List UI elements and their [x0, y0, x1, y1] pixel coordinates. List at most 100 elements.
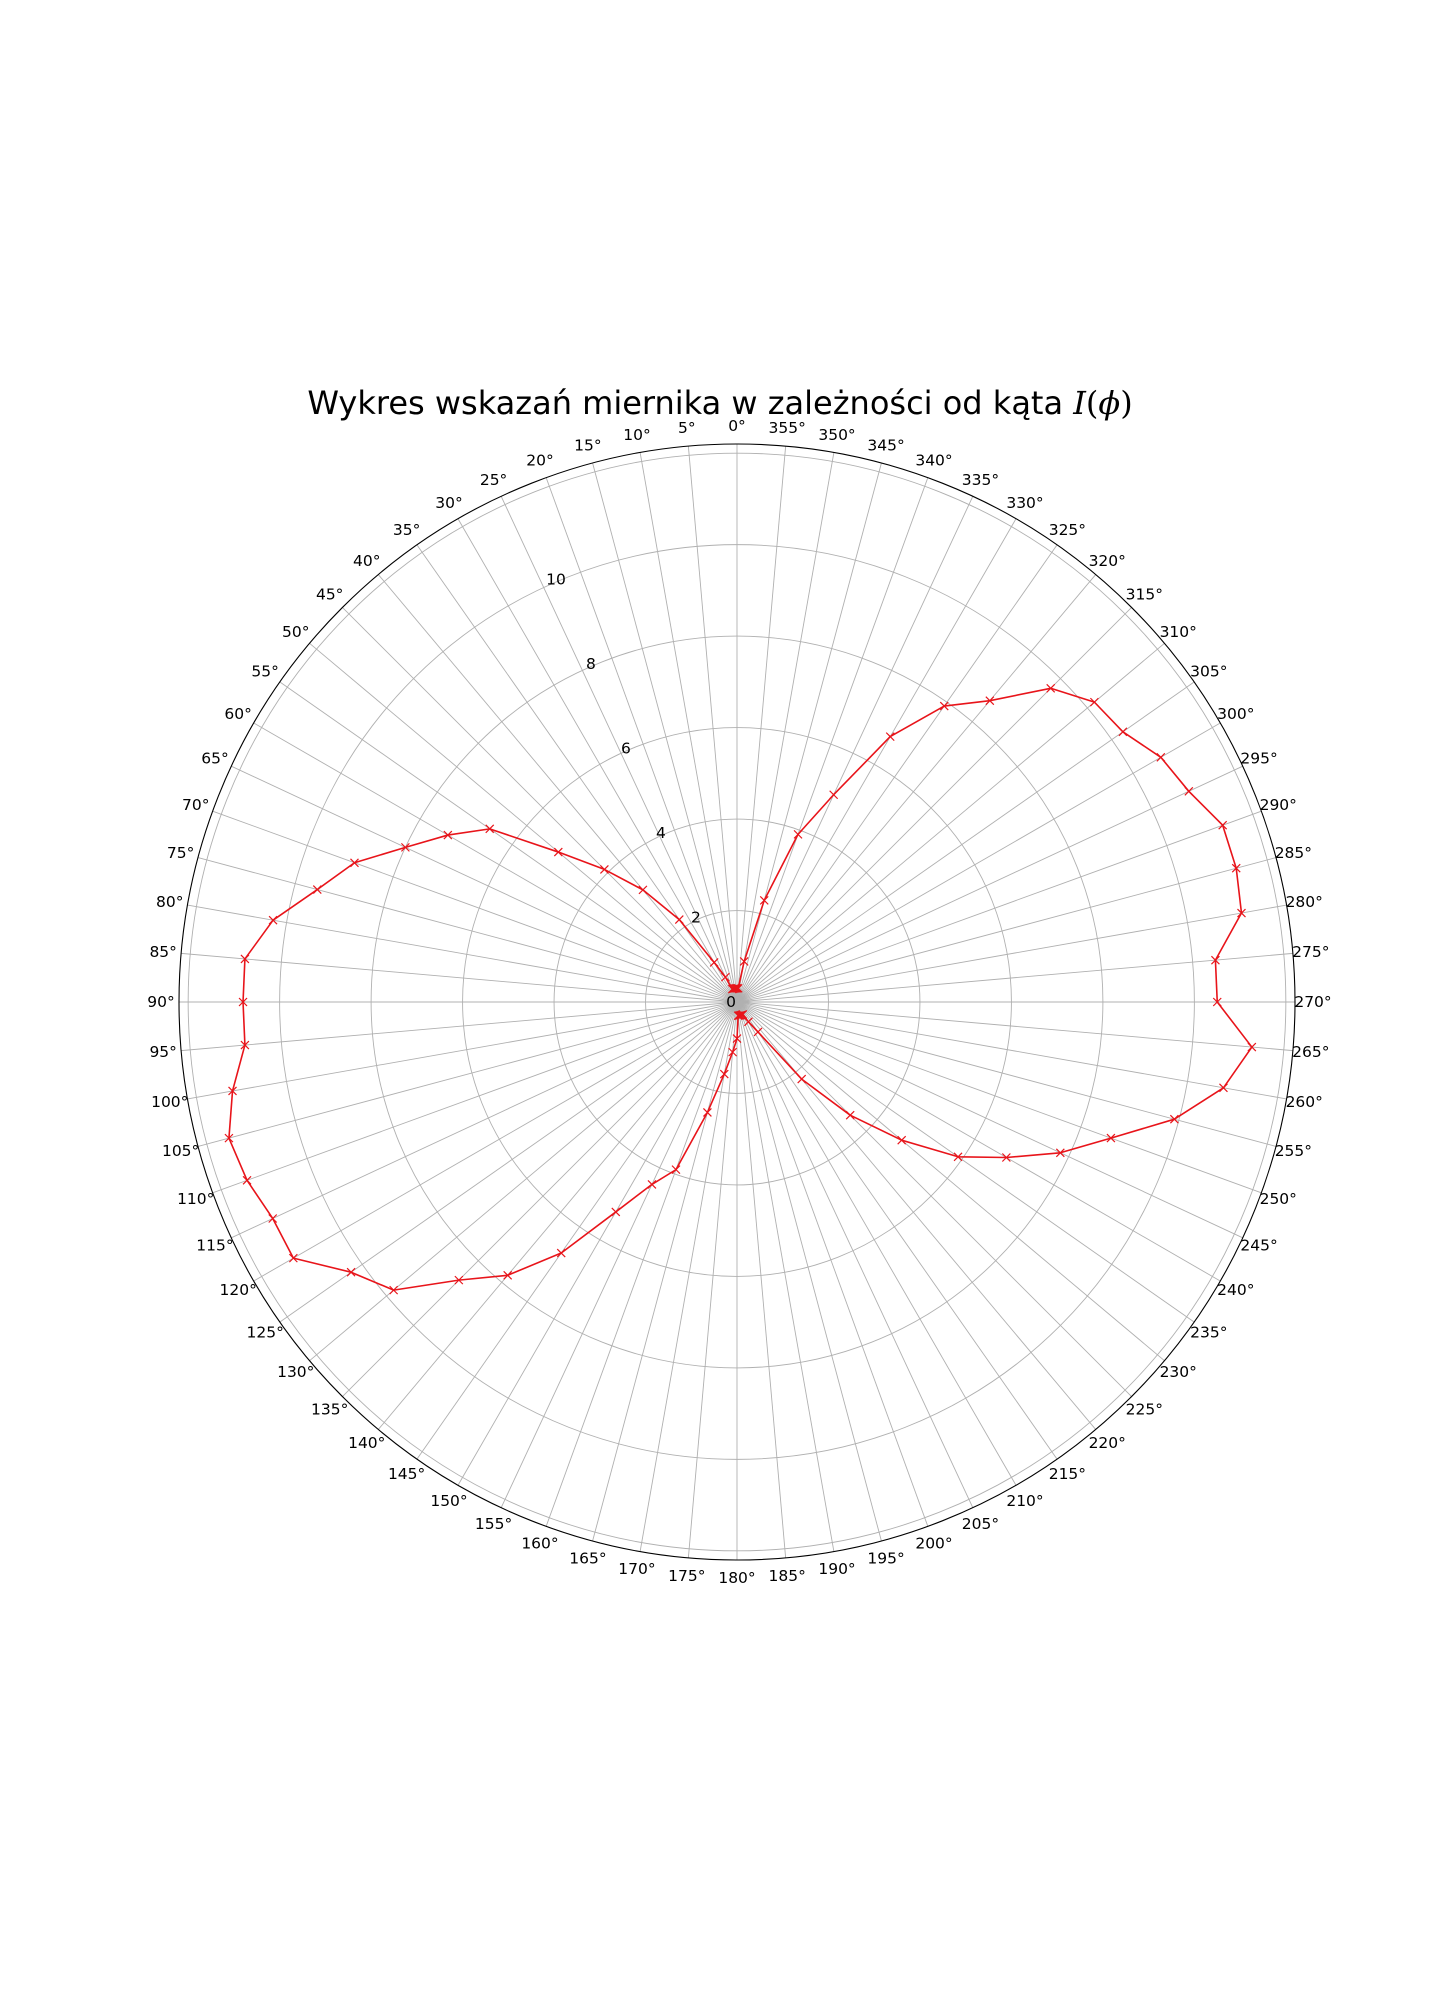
theta-gridline	[736, 1001, 787, 1558]
theta-tick-label: 140°	[348, 1434, 385, 1452]
r-tick-label: 0	[726, 993, 736, 1011]
theta-tick-label: 50°	[282, 623, 309, 641]
theta-gridline	[181, 952, 738, 1003]
theta-label-layer: 0° 5° 10° 15° 20° 25° 30° 35° 40° 45° 50° 55° 60° 65°…	[147, 417, 1331, 1587]
chart-title: Wykres wskazań miernika w zależności od …	[0, 384, 1440, 422]
theta-tick-label: 115°	[196, 1236, 233, 1254]
theta-tick-label: 325°	[1049, 521, 1086, 539]
theta-gridline	[253, 722, 738, 1003]
data-point-stroke	[985, 696, 995, 706]
theta-tick-label: 275°	[1292, 943, 1329, 961]
data-point-stroke	[845, 1110, 855, 1120]
data-point-stroke	[1089, 697, 1099, 707]
theta-gridline	[736, 496, 974, 1003]
theta-gridline	[736, 462, 882, 1003]
theta-gridline	[736, 1001, 1058, 1460]
data-point-stroke	[556, 1248, 566, 1258]
data-point	[224, 1133, 234, 1143]
theta-tick-label: 205°	[962, 1515, 999, 1533]
theta-gridline	[377, 574, 738, 1003]
r-gridline	[279, 544, 1195, 1460]
data-point	[228, 1086, 237, 1096]
data-point-stroke	[709, 957, 719, 967]
data-point-stroke	[1106, 1133, 1116, 1143]
data-point	[268, 915, 278, 925]
theta-gridline	[736, 544, 1058, 1003]
theta-tick-label: 245°	[1240, 1236, 1277, 1254]
theta-tick-label: 100°	[151, 1093, 188, 1111]
theta-gridline	[309, 642, 738, 1003]
data-point	[702, 1108, 712, 1117]
data-point-stroke	[793, 829, 803, 839]
chart-title-text: Wykres wskazań miernika w zależności od …	[307, 384, 1064, 422]
data-point-stroke	[1231, 863, 1241, 873]
data-point	[242, 1175, 252, 1185]
polar-frame	[178, 443, 1296, 1561]
theta-tick-label: 190°	[818, 1560, 855, 1578]
data-point-stroke	[702, 1108, 712, 1117]
theta-gridline	[736, 1001, 1277, 1147]
theta-gridline	[736, 1001, 1132, 1397]
data-point-stroke	[1055, 1148, 1065, 1158]
theta-tick-label: 225°	[1126, 1400, 1163, 1418]
theta-tick-label: 75°	[167, 844, 194, 862]
theta-tick-label: 10°	[623, 426, 650, 444]
theta-tick-label: 295°	[1240, 750, 1277, 768]
r-label-layer: 0 2 4 6 8 10	[546, 570, 736, 1011]
data-point	[1156, 752, 1166, 762]
theta-tick-label: 355°	[769, 419, 806, 437]
data-point	[288, 1253, 298, 1263]
r-gridline	[370, 635, 1104, 1369]
theta-tick-label: 305°	[1190, 663, 1227, 681]
data-point	[1001, 1153, 1011, 1162]
data-point-stroke	[1219, 1083, 1228, 1093]
data-point-stroke	[1169, 1114, 1179, 1124]
data-point-stroke	[599, 864, 609, 874]
theta-tick-label: 255°	[1275, 1142, 1312, 1160]
theta-tick-label: 20°	[526, 452, 553, 470]
theta-tick-label: 175°	[668, 1567, 705, 1585]
data-point-stroke	[1237, 908, 1246, 918]
data-point-stroke	[953, 1152, 963, 1162]
data-point-stroke	[553, 847, 563, 857]
data-point-stroke	[400, 842, 410, 852]
data-point	[1055, 1148, 1065, 1158]
theta-gridline	[736, 452, 835, 1003]
data-point-stroke	[1210, 955, 1220, 965]
theta-gridline	[736, 1001, 1017, 1486]
data-point	[485, 824, 495, 834]
r-gridline	[187, 452, 1287, 1552]
theta-tick-label: 30°	[435, 494, 462, 512]
data-point-stroke	[897, 1135, 907, 1145]
data-point	[400, 842, 410, 852]
theta-tick-label: 155°	[475, 1515, 512, 1533]
theta-gridline	[212, 1001, 738, 1194]
r-tick-label: 2	[691, 908, 701, 926]
r-gridline	[462, 727, 1012, 1277]
theta-tick-label: 145°	[388, 1465, 425, 1483]
data-point	[1089, 697, 1099, 707]
data-point-stroke	[719, 1069, 729, 1079]
theta-tick-label: 240°	[1217, 1281, 1254, 1299]
data-point	[674, 915, 684, 924]
data-point-stroke	[730, 984, 740, 993]
theta-tick-label: 80°	[156, 893, 183, 911]
theta-gridline	[342, 607, 738, 1003]
theta-gridline	[309, 1001, 738, 1362]
theta-tick-label: 300°	[1217, 705, 1254, 723]
theta-gridline	[736, 518, 1017, 1003]
data-point-stroke	[1218, 820, 1228, 830]
data-point-stroke	[389, 1285, 399, 1295]
data-point-stroke	[738, 1010, 748, 1019]
data-point-stroke	[1046, 683, 1056, 693]
theta-tick-label: 265°	[1292, 1043, 1329, 1061]
data-point-stroke	[939, 701, 949, 711]
data-point	[346, 1267, 356, 1277]
data-point	[1046, 683, 1056, 693]
data-point-stroke	[1184, 786, 1194, 796]
data-point-stroke	[732, 1034, 742, 1044]
data-point	[443, 830, 453, 840]
theta-tick-label: 230°	[1160, 1363, 1197, 1381]
